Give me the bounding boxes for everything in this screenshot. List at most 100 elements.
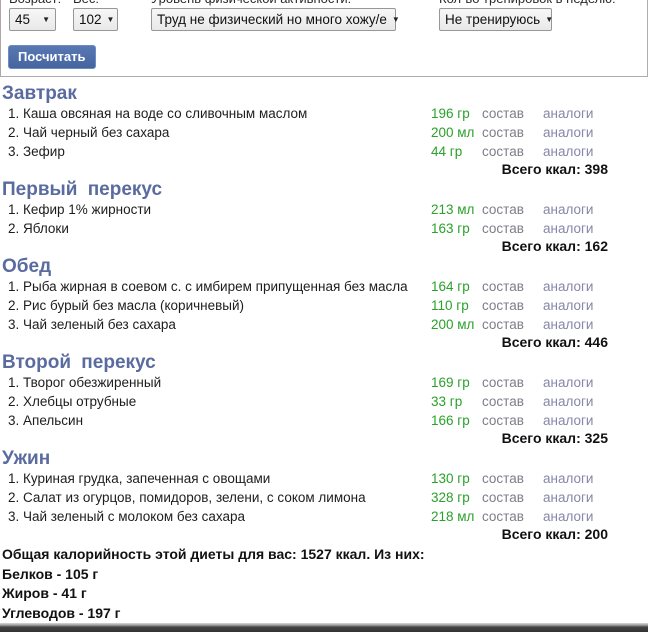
analogi-link[interactable]: аналоги (543, 413, 594, 428)
food-amount: 328 гр (431, 490, 470, 505)
sostav-link[interactable]: состав (482, 221, 524, 236)
meal-title-breakfast: Завтрак (2, 83, 77, 104)
food-name: 3. Апельсин (8, 413, 84, 428)
activity-select-value: Труд не физический но много хожу/е (157, 12, 387, 27)
food-row: 3. Зефир 44 гр состав аналоги (2, 142, 608, 161)
food-amount: 213 мл (431, 202, 475, 217)
analogi-link[interactable]: аналоги (543, 221, 594, 236)
total-label: Всего ккал: (501, 238, 581, 254)
food-amount: 44 гр (431, 144, 463, 159)
analogi-link[interactable]: аналоги (543, 144, 594, 159)
total-kcal: 446 (584, 334, 608, 350)
food-name: 1. Кефир 1% жирности (8, 202, 152, 217)
food-row: 3. Чай зеленый без сахара 200 мл состав … (2, 315, 608, 334)
food-row: 1. Рыба жирная в соевом с. с имбирем при… (2, 277, 608, 296)
meal-total: Всего ккал: 325 (2, 430, 608, 447)
food-name: 2. Хлебцы отрубные (8, 394, 137, 409)
analogi-link[interactable]: аналоги (543, 490, 594, 505)
analogi-link[interactable]: аналоги (543, 125, 594, 140)
food-row: 1. Каша овсяная на воде со сливочным мас… (2, 104, 608, 123)
food-name: 2. Рис бурый без масла (коричневый) (8, 298, 245, 313)
age-select[interactable]: 45 ▼ (9, 8, 56, 31)
food-amount: 163 гр (431, 221, 470, 236)
food-amount: 218 мл (431, 509, 475, 524)
total-kcal: 162 (584, 238, 608, 254)
sostav-link[interactable]: состав (482, 144, 524, 159)
analogi-link[interactable]: аналоги (543, 106, 594, 121)
food-amount: 200 мл (431, 317, 475, 332)
food-row: 2. Хлебцы отрубные 33 гр состав аналоги (2, 392, 608, 411)
sostav-link[interactable]: состав (482, 279, 524, 294)
food-name: 2. Салат из огурцов, помидоров, зелени, … (8, 490, 366, 505)
food-name: 2. Яблоки (8, 221, 69, 236)
analogi-link[interactable]: аналоги (543, 471, 594, 486)
weight-select[interactable]: 102 ▼ (73, 8, 118, 31)
analogi-link[interactable]: аналоги (543, 317, 594, 332)
sostav-link[interactable]: состав (482, 509, 524, 524)
food-row: 2. Рис бурый без масла (коричневый) 110 … (2, 296, 608, 315)
food-name: 1. Рыба жирная в соевом с. с имбирем при… (8, 279, 408, 294)
total-label: Всего ккал: (501, 334, 581, 350)
food-row: 1. Кефир 1% жирности 213 мл состав анало… (2, 200, 608, 219)
chevron-down-icon: ▼ (545, 15, 554, 24)
food-name: 1. Каша овсяная на воде со сливочным мас… (8, 106, 308, 121)
food-amount: 169 гр (431, 375, 470, 390)
sostav-link[interactable]: состав (482, 471, 524, 486)
food-row: 3. Чай зеленый с молоком без сахара 218 … (2, 507, 608, 526)
total-label: Всего ккал: (501, 430, 581, 446)
analogi-link[interactable]: аналоги (543, 394, 594, 409)
food-amount: 33 гр (431, 394, 463, 409)
food-name: 2. Чай черный без сахара (8, 125, 170, 140)
chevron-down-icon: ▼ (391, 15, 400, 24)
summary-fat: Жиров - 41 г (2, 585, 87, 601)
food-amount: 200 мл (431, 125, 475, 140)
summary-protein: Белков - 105 г (2, 565, 99, 582)
chevron-down-icon: ▼ (106, 15, 115, 24)
sostav-link[interactable]: состав (482, 413, 524, 428)
meal-title-first-snack: Первый перекус (2, 179, 163, 200)
sostav-link[interactable]: состав (482, 317, 524, 332)
sostav-link[interactable]: состав (482, 375, 524, 390)
activity-label: Уровень физической активности: (151, 0, 351, 6)
sostav-link[interactable]: состав (482, 202, 524, 217)
food-name: 1. Творог обезжиренный (8, 375, 162, 390)
sostav-link[interactable]: состав (482, 125, 524, 140)
footer-bar (0, 623, 648, 632)
summary-total-calories: Общая калорийность этой диеты для вас: 1… (2, 546, 425, 562)
meal-total: Всего ккал: 398 (2, 161, 608, 178)
meal-title-lunch: Обед (2, 256, 52, 277)
food-row: 2. Салат из огурцов, помидоров, зелени, … (2, 488, 608, 507)
sostav-link[interactable]: состав (482, 490, 524, 505)
food-row: 3. Апельсин 166 гр состав аналоги (2, 411, 608, 430)
training-label: Кол-во тренировок в неделю: (439, 0, 616, 6)
age-label: Возраст: (9, 0, 61, 6)
sostav-link[interactable]: состав (482, 394, 524, 409)
weight-label: Вес: (73, 0, 99, 6)
sostav-link[interactable]: состав (482, 298, 524, 313)
calculate-button[interactable]: Посчитать (8, 45, 96, 69)
meal-total: Всего ккал: 200 (2, 526, 608, 543)
meal-total: Всего ккал: 162 (2, 238, 608, 255)
activity-select[interactable]: Труд не физический но много хожу/е ▼ (151, 8, 400, 31)
total-kcal: 325 (584, 430, 608, 446)
food-amount: 110 гр (431, 298, 469, 313)
analogi-link[interactable]: аналоги (543, 375, 594, 390)
chevron-down-icon: ▼ (42, 15, 50, 24)
food-row: 1. Творог обезжиренный 169 гр состав ана… (2, 373, 608, 392)
analogi-link[interactable]: аналоги (543, 202, 594, 217)
food-amount: 166 гр (431, 413, 470, 428)
food-amount: 196 гр (431, 106, 470, 121)
food-row: 1. Куриная грудка, запеченная с овощами … (2, 469, 608, 488)
analogi-link[interactable]: аналоги (543, 279, 594, 294)
total-kcal: 398 (584, 161, 608, 177)
total-label: Всего ккал: (501, 161, 581, 177)
sostav-link[interactable]: состав (482, 106, 524, 121)
analogi-link[interactable]: аналоги (543, 298, 594, 313)
food-row: 2. Яблоки 163 гр состав аналоги (2, 219, 608, 238)
meal-title-second-snack: Второй перекус (2, 352, 156, 373)
analogi-link[interactable]: аналоги (543, 509, 594, 524)
training-select-value: Не тренируюсь (445, 12, 541, 27)
food-row: 2. Чай черный без сахара 200 мл состав а… (2, 123, 608, 142)
training-select[interactable]: Не тренируюсь ▼ (439, 8, 554, 31)
